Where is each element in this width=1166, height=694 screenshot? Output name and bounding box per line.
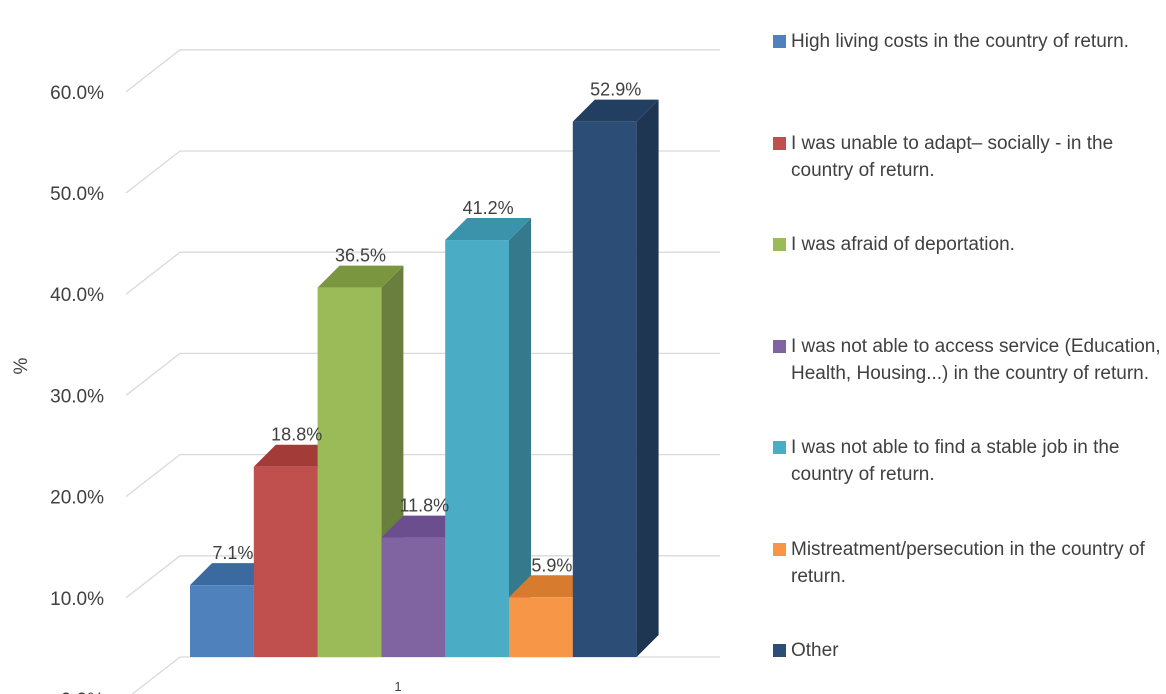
y-tick-label: 10.0% [50,589,104,610]
gridlines [125,49,720,694]
legend-swatch [773,35,786,48]
gridline [125,49,720,93]
data-label: 11.8% [399,496,449,516]
bar-7 [572,99,659,658]
legend-swatch [773,644,786,657]
y-axis-ticks: 0.0% 10.0% 20.0% 30.0% 40.0% 50.0% 60.0% [50,83,104,694]
legend-label: Other [791,640,839,661]
gridline [125,555,720,599]
legend-label: I was not able to find a stable job in t… [791,437,1120,485]
gridline [125,453,720,498]
legend-label: I was unable to adapt– socially - in the… [791,133,1114,181]
legend-item: Mistreatment/persecution in the country … [773,536,1163,590]
data-label: 7.1% [212,543,253,563]
legend-label: Mistreatment/persecution in the country … [791,539,1145,587]
y-tick-label: 40.0% [50,285,104,306]
legend-swatch [773,137,786,150]
x-axis-tick-label: 1 [394,679,401,694]
legend-label: High living costs in the country of retu… [791,31,1129,52]
bar-top-face [317,265,404,288]
data-label: 41.2% [463,198,514,218]
data-label: 18.8% [271,425,322,445]
bar-front-face [317,287,382,657]
legend-swatch [773,543,786,556]
data-label: 52.9% [590,80,641,100]
legend-swatch [773,340,786,353]
legend-item: High living costs in the country of retu… [773,28,1163,55]
data-labels: 7.1% 18.8% 36.5% 11.8% 41.2% 5.9% 52.9% [212,80,641,576]
bars [190,99,659,658]
y-axis-label: % [11,357,32,374]
y-tick-label: 0.0% [61,690,104,694]
bar-5 [445,218,531,657]
bar-top-face [445,218,531,241]
bar-front-face [190,585,254,657]
y-tick-label: 20.0% [50,488,104,509]
y-tick-label: 30.0% [50,386,104,407]
legend-swatch [773,238,786,251]
gridline [125,352,720,396]
legend-label: I was afraid of deportation. [791,234,1015,255]
y-tick-label: 60.0% [50,83,104,104]
bar-front-face [572,121,637,658]
bar-top-face [572,99,659,122]
bar-side-face [636,99,659,658]
legend-item: Other [773,637,1163,664]
legend-item: I was unable to adapt– socially - in the… [773,130,1163,184]
data-label: 36.5% [335,246,386,266]
data-label: 5.9% [531,555,572,575]
gridline [131,656,720,694]
legend-item: I was not able to find a stable job in t… [773,434,1163,488]
gridline [125,251,720,295]
legend-label: I was not able to access service (Educat… [791,336,1161,384]
bar-front-face [381,537,446,657]
legend-swatch [773,441,786,454]
legend-item: I was not able to access service (Educat… [773,333,1163,387]
gridline [125,150,720,194]
bar-side-face [509,218,531,657]
bar-front-face [509,597,573,657]
y-tick-label: 50.0% [50,184,104,205]
bar-front-face [445,240,509,657]
bar-front-face [253,466,318,657]
legend-item: I was afraid of deportation. [773,231,1163,258]
